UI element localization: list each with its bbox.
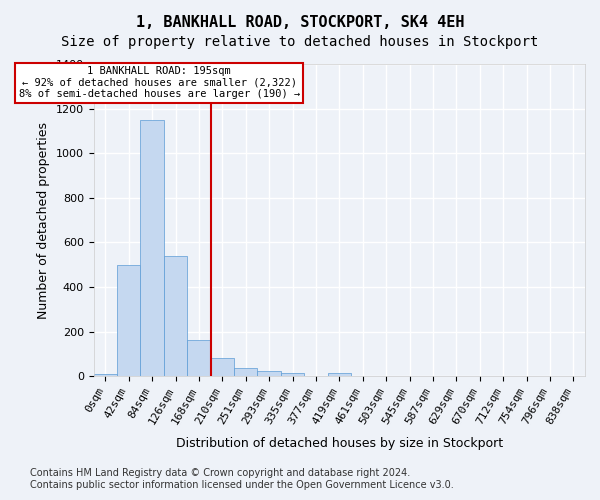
- Bar: [117, 264, 140, 376]
- Y-axis label: Number of detached properties: Number of detached properties: [37, 122, 50, 318]
- Bar: [257, 370, 281, 376]
- Text: 1, BANKHALL ROAD, STOCKPORT, SK4 4EH: 1, BANKHALL ROAD, STOCKPORT, SK4 4EH: [136, 15, 464, 30]
- Bar: [94, 374, 117, 376]
- Bar: [281, 372, 304, 376]
- X-axis label: Distribution of detached houses by size in Stockport: Distribution of detached houses by size …: [176, 437, 503, 450]
- Text: Contains HM Land Registry data © Crown copyright and database right 2024.
Contai: Contains HM Land Registry data © Crown c…: [30, 468, 454, 490]
- Bar: [234, 368, 257, 376]
- Bar: [164, 256, 187, 376]
- Text: Size of property relative to detached houses in Stockport: Size of property relative to detached ho…: [61, 35, 539, 49]
- Bar: [328, 372, 351, 376]
- Bar: [211, 358, 234, 376]
- Bar: [140, 120, 164, 376]
- Bar: [187, 340, 211, 376]
- Text: 1 BANKHALL ROAD: 195sqm
← 92% of detached houses are smaller (2,322)
8% of semi-: 1 BANKHALL ROAD: 195sqm ← 92% of detache…: [19, 66, 300, 100]
